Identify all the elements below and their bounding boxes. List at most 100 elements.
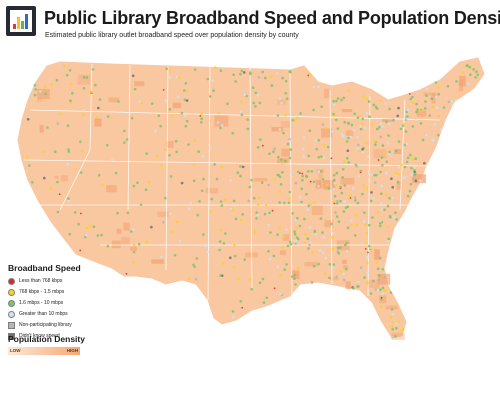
library-outlet-dot	[350, 123, 354, 127]
library-outlet-dot	[370, 191, 373, 194]
library-outlet-dot	[239, 72, 242, 76]
library-outlet-dot	[375, 260, 379, 264]
library-outlet-dot	[305, 192, 308, 196]
library-outlet-dot	[31, 181, 34, 184]
library-outlet-dot	[332, 173, 336, 177]
library-outlet-dot	[69, 99, 72, 103]
library-outlet-dot	[406, 108, 410, 112]
library-outlet-dot	[393, 216, 396, 219]
library-outlet-dot	[324, 126, 328, 130]
library-outlet-dot	[410, 166, 413, 170]
library-outlet-dot	[313, 201, 316, 205]
library-outlet-dot	[406, 156, 410, 160]
library-outlet-dot	[278, 201, 281, 204]
county-shade	[340, 177, 355, 185]
library-outlet-dot	[265, 296, 269, 300]
library-outlet-dot	[202, 155, 205, 158]
library-outlet-dot	[272, 254, 276, 258]
library-outlet-dot	[168, 108, 172, 111]
library-outlet-dot	[300, 200, 303, 204]
library-outlet-dot	[298, 224, 302, 228]
library-outlet-dot	[287, 201, 291, 205]
library-outlet-dot	[336, 127, 340, 130]
library-outlet-dot	[200, 117, 203, 121]
library-outlet-dot	[241, 306, 244, 309]
library-outlet-dot	[340, 133, 344, 136]
library-outlet-dot	[300, 187, 304, 191]
library-outlet-dot	[354, 199, 357, 202]
library-outlet-dot	[271, 209, 274, 212]
county-shade	[329, 276, 339, 281]
library-outlet-dot	[312, 108, 315, 112]
library-outlet-dot	[132, 184, 136, 188]
county-shade	[282, 234, 290, 241]
county-shade	[123, 222, 130, 231]
library-outlet-dot	[251, 86, 255, 89]
state-border	[29, 109, 441, 121]
library-outlet-dot	[91, 68, 95, 71]
library-outlet-dot	[383, 276, 387, 279]
library-outlet-dot	[219, 126, 222, 130]
library-outlet-dot	[344, 267, 348, 271]
library-outlet-dot	[287, 197, 291, 200]
library-outlet-dot	[379, 170, 382, 174]
library-outlet-dot	[296, 266, 300, 270]
library-outlet-dot	[358, 150, 362, 153]
library-outlet-dot	[306, 170, 310, 173]
library-outlet-dot	[370, 249, 373, 253]
library-outlet-dot	[279, 292, 282, 296]
library-outlet-dot	[232, 266, 236, 269]
library-outlet-dot	[379, 122, 383, 125]
library-outlet-dot	[415, 102, 418, 106]
library-outlet-dot	[335, 215, 339, 218]
state-border	[399, 99, 406, 211]
library-outlet-dot	[222, 242, 226, 245]
library-outlet-dot	[315, 233, 318, 236]
library-outlet-dot	[56, 210, 60, 214]
library-outlet-dot	[273, 147, 277, 151]
county-shade	[277, 158, 289, 165]
library-outlet-dot	[408, 189, 412, 193]
library-outlet-dot	[256, 146, 260, 149]
library-outlet-dot	[306, 237, 310, 240]
library-outlet-dot	[324, 272, 327, 275]
library-outlet-dot	[302, 136, 306, 139]
library-outlet-dot	[381, 268, 385, 271]
library-outlet-dot	[215, 244, 218, 248]
library-outlet-dot	[377, 210, 380, 214]
library-outlet-dot	[114, 171, 118, 175]
library-outlet-dot	[264, 76, 267, 80]
county-shade	[385, 305, 398, 310]
library-outlet-dot	[409, 97, 413, 101]
state-border	[207, 66, 211, 301]
library-outlet-dot	[388, 150, 392, 154]
county-shade	[318, 173, 323, 179]
library-outlet-dot	[335, 202, 339, 205]
library-outlet-dot	[349, 219, 353, 222]
library-outlet-dot	[468, 65, 471, 69]
county-shade	[423, 92, 437, 96]
library-outlet-dot	[400, 176, 404, 180]
county-shade	[77, 74, 91, 85]
library-outlet-dot	[382, 151, 386, 154]
library-outlet-dot	[360, 122, 364, 126]
library-outlet-dot	[363, 211, 366, 214]
library-outlet-dot	[336, 199, 339, 203]
library-outlet-dot	[338, 270, 342, 273]
library-outlet-dot	[150, 102, 154, 105]
library-outlet-dot	[403, 165, 407, 169]
library-outlet-dot	[282, 235, 286, 238]
library-outlet-dot	[293, 277, 296, 281]
library-outlet-dot	[414, 172, 417, 175]
library-outlet-dot	[273, 287, 276, 290]
library-outlet-dot	[145, 152, 148, 155]
library-outlet-dot	[346, 205, 350, 208]
county-shade	[134, 81, 145, 87]
county-shade	[379, 295, 387, 304]
county-shade	[54, 175, 59, 179]
library-outlet-dot	[288, 240, 292, 244]
library-outlet-dot	[180, 181, 184, 185]
county-shade	[394, 149, 402, 155]
library-outlet-dot	[179, 239, 182, 243]
library-outlet-dot	[139, 203, 143, 207]
